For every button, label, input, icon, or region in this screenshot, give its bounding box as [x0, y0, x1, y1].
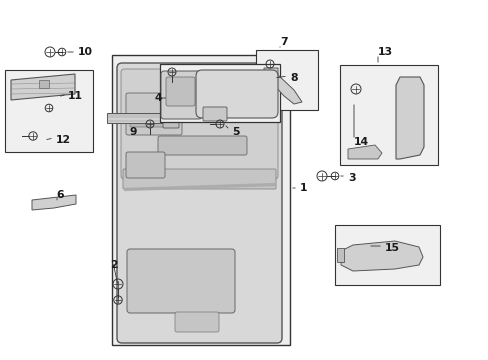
Polygon shape — [32, 195, 76, 210]
Bar — [160, 64, 280, 122]
FancyBboxPatch shape — [203, 107, 226, 121]
FancyBboxPatch shape — [123, 169, 275, 189]
Bar — [256, 50, 317, 110]
Bar — [112, 55, 289, 345]
FancyBboxPatch shape — [130, 115, 150, 127]
Bar — [339, 65, 437, 165]
Text: 14: 14 — [353, 137, 368, 147]
Text: 1: 1 — [299, 183, 307, 193]
Polygon shape — [11, 74, 75, 100]
Text: 2: 2 — [110, 260, 118, 270]
Bar — [107, 113, 162, 123]
Text: 7: 7 — [280, 37, 287, 47]
FancyBboxPatch shape — [158, 136, 246, 155]
Text: 11: 11 — [68, 91, 83, 101]
Bar — [334, 225, 439, 285]
Text: 9: 9 — [130, 127, 137, 137]
FancyBboxPatch shape — [175, 312, 219, 332]
FancyBboxPatch shape — [196, 70, 278, 118]
FancyBboxPatch shape — [165, 77, 195, 106]
FancyBboxPatch shape — [117, 63, 282, 343]
Text: 13: 13 — [377, 47, 392, 57]
FancyBboxPatch shape — [163, 108, 179, 128]
Polygon shape — [264, 68, 302, 104]
Bar — [5, 70, 93, 152]
Text: 8: 8 — [289, 73, 297, 83]
FancyBboxPatch shape — [127, 249, 235, 313]
FancyBboxPatch shape — [151, 115, 171, 127]
FancyBboxPatch shape — [121, 69, 278, 179]
FancyBboxPatch shape — [126, 93, 182, 135]
Polygon shape — [340, 241, 422, 271]
Text: 12: 12 — [56, 135, 71, 145]
FancyBboxPatch shape — [161, 71, 202, 119]
Text: 15: 15 — [384, 243, 399, 253]
Text: 10: 10 — [78, 47, 93, 57]
Text: 3: 3 — [347, 173, 355, 183]
Text: 6: 6 — [56, 190, 63, 200]
Polygon shape — [395, 77, 423, 159]
FancyBboxPatch shape — [126, 152, 164, 178]
Polygon shape — [347, 145, 381, 159]
Text: 5: 5 — [231, 127, 239, 137]
Bar — [336, 248, 343, 262]
Bar — [39, 80, 49, 88]
Text: 4: 4 — [155, 93, 163, 103]
